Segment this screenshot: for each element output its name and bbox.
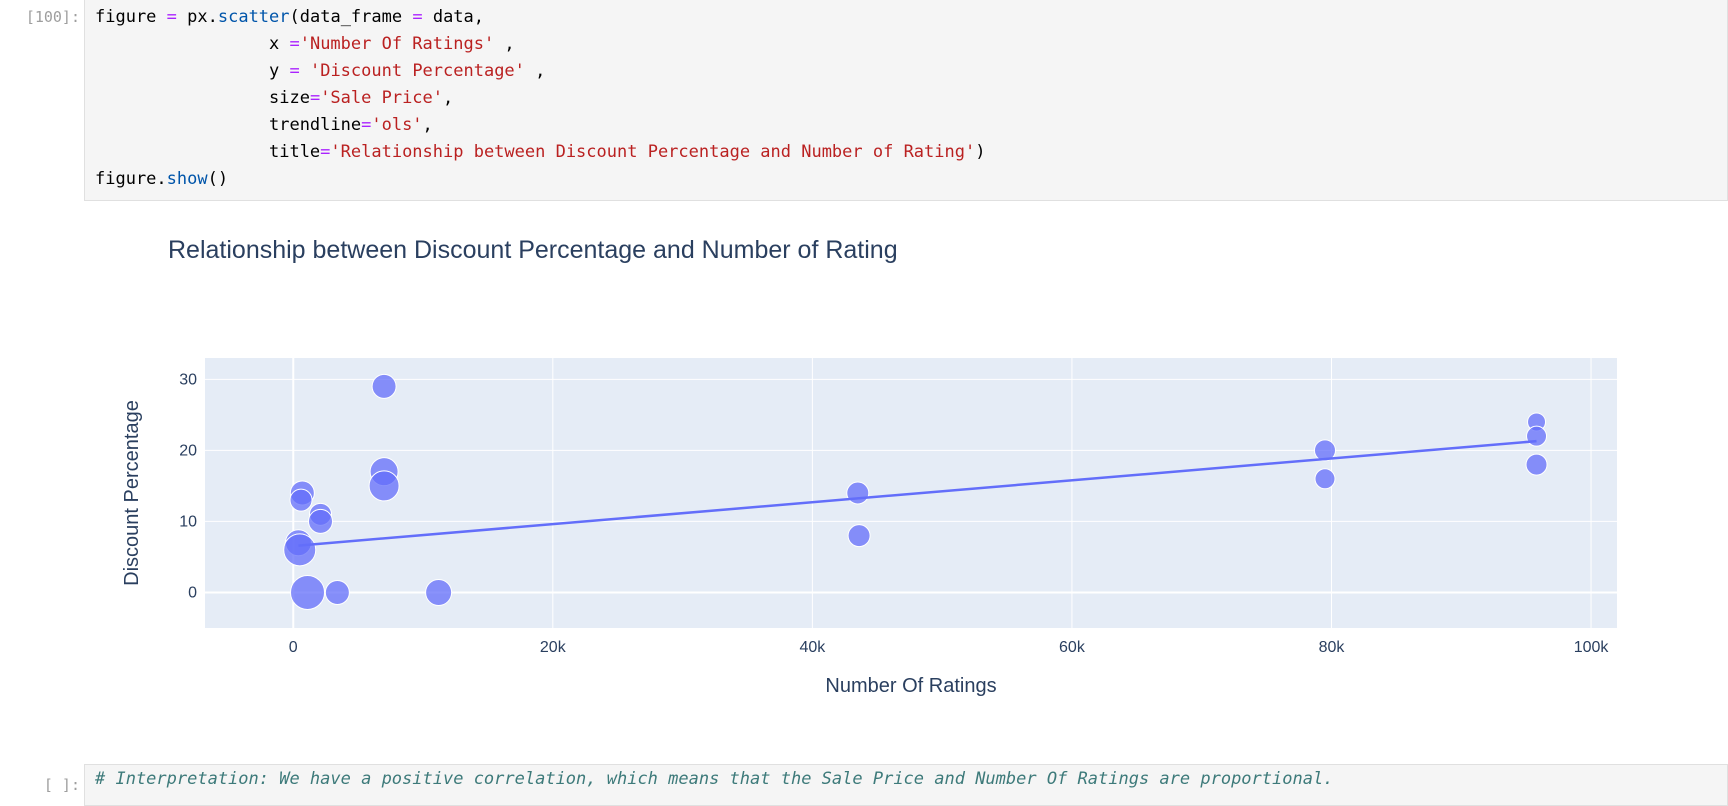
code-token: = (361, 115, 372, 135)
data-point (847, 524, 871, 548)
code-token: = (412, 7, 423, 27)
code-line: y = 'Discount Percentage' , (95, 58, 545, 85)
code-token: trendline (95, 115, 362, 135)
code-line: title='Relationship between Discount Per… (95, 139, 985, 166)
data-point (1526, 425, 1548, 447)
code-token: size (95, 88, 310, 108)
code-token: scatter (217, 7, 290, 27)
code-token: data, (422, 7, 485, 27)
code-token: , (524, 61, 546, 81)
x-tick-label: 40k (799, 639, 826, 656)
x-tick-label: 20k (540, 639, 567, 656)
code-token: ) (975, 142, 986, 162)
code-token: = (289, 61, 300, 81)
data-point (1314, 468, 1336, 490)
code-token: px. (176, 7, 218, 27)
code-token: 'ols' (371, 115, 423, 135)
code-line: x ='Number Of Ratings' , (95, 31, 515, 58)
x-tick-label: 60k (1059, 639, 1086, 656)
x-tick-label: 0 (289, 639, 298, 656)
data-point (308, 508, 334, 534)
code-token: show (166, 169, 208, 189)
code-token: # Interpretation: We have a positive cor… (95, 769, 1334, 789)
code-line: figure.show() (95, 166, 228, 193)
x-axis-label: Number Of Ratings (825, 675, 996, 697)
code-token: , (443, 88, 454, 108)
data-point (1313, 439, 1336, 462)
code-cell-2[interactable]: # Interpretation: We have a positive cor… (84, 764, 1728, 806)
code-token: title (95, 142, 321, 162)
data-point (425, 578, 453, 606)
code-token: figure (95, 7, 167, 27)
data-point (368, 470, 400, 502)
x-tick-label: 100k (1574, 639, 1610, 656)
y-tick-label: 10 (179, 513, 197, 530)
data-point (283, 533, 317, 567)
code-line: trendline='ols', (95, 112, 433, 139)
scatter-plot: 0 20k 40k 60k 80k 100k 0 10 20 30 Relationship bet… (121, 236, 1617, 697)
data-point (324, 579, 350, 605)
code-token: 'Number Of Ratings' (299, 34, 495, 54)
code-line: size='Sale Price', (95, 85, 453, 112)
code-token: (data_frame (289, 7, 413, 27)
data-point (289, 488, 313, 512)
code-token: = (166, 7, 177, 27)
code-token: 'Relationship between Discount Percentag… (330, 142, 976, 162)
code-line: figure = px.scatter(data_frame = data, (95, 4, 484, 31)
code-cell-1[interactable]: figure = px.scatter(data_frame = data, x… (84, 0, 1728, 201)
y-tick-label: 30 (179, 371, 197, 388)
trendline (298, 439, 1537, 547)
data-point (290, 574, 326, 610)
code-token: figure. (95, 169, 167, 189)
code-token: = (289, 34, 300, 54)
code-token: 'Sale Price' (320, 88, 444, 108)
data-point (371, 373, 397, 399)
y-tick-label: 0 (188, 584, 197, 601)
x-tick-label: 80k (1319, 639, 1346, 656)
code-token: = (320, 142, 331, 162)
code-token (300, 61, 310, 81)
data-point (846, 481, 870, 505)
code-token: y (95, 61, 290, 81)
code-line: # Interpretation: We have a positive cor… (95, 766, 1333, 793)
cell-prompt-1: [100]: (25, 8, 80, 26)
code-token: , (494, 34, 515, 54)
chart-title: Relationship between Discount Percentage… (168, 236, 898, 264)
code-token: , (422, 115, 433, 135)
code-token: 'Discount Percentage' (309, 61, 525, 81)
cell-prompt-2: [ ]: (43, 776, 80, 794)
data-point (1525, 453, 1548, 476)
code-token: x (95, 34, 290, 54)
y-axis-label: Discount Percentage (121, 400, 143, 586)
y-tick-label: 20 (179, 442, 197, 459)
code-token: = (309, 88, 321, 108)
code-token: () (207, 169, 229, 189)
